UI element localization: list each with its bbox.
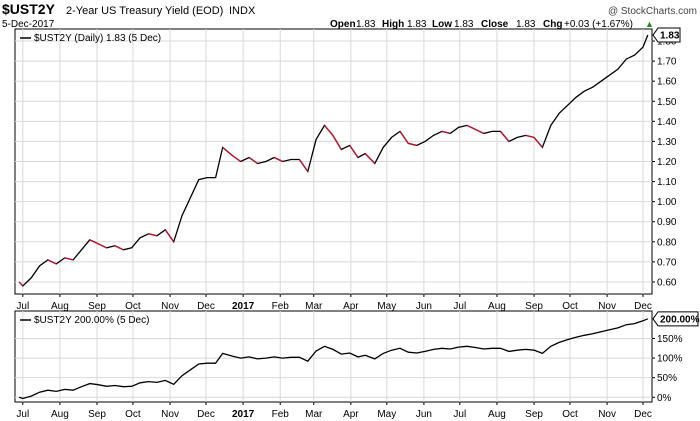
x-tick-label: Oct [562, 301, 578, 312]
y-tick-label: 1.20 [657, 157, 677, 168]
y-tick-label: 0% [657, 393, 672, 404]
price-line-down-segments [18, 124, 543, 287]
x-tick-label: Dec [634, 301, 652, 312]
open-label: Open [330, 19, 356, 30]
x-tick-label: Mar [305, 301, 323, 312]
y-tick-label: 1.40 [657, 117, 677, 128]
y-tick-label: 150% [657, 334, 683, 345]
x-tick-label: Feb [272, 409, 290, 420]
chart-date: 5-Dec-2017 [2, 19, 55, 30]
y-tick-label: 0.70 [657, 257, 677, 268]
percent-y-axis: 0% 50% 100% 150% [652, 334, 683, 404]
chg-label: Chg [543, 19, 562, 30]
x-tick-label: Jul [16, 301, 29, 312]
x-tick-label: Apr [343, 409, 359, 420]
x-tick-label: Oct [562, 409, 578, 420]
x-tick-label: Sep [525, 301, 543, 312]
chart-symbol: $UST2Y [2, 1, 56, 17]
x-tick-label: Sep [88, 301, 106, 312]
percent-legend-label: $UST2Y 200.00% (5 Dec) [34, 315, 149, 326]
percent-line [18, 318, 649, 400]
percent-last-value-tag: 200.00% [652, 311, 700, 327]
y-tick-label: 1.60 [657, 77, 677, 88]
percent-panel-grid [15, 311, 652, 402]
x-tick-label: Aug [488, 301, 506, 312]
price-y-axis: 0.60 0.70 0.80 0.90 1.00 1.10 1.20 1.30 1.40 1.50… [652, 37, 677, 288]
close-value: 1.83 [516, 19, 536, 30]
price-last-value-tag-label: 1.83 [660, 31, 680, 42]
x-tick-label: Nov [598, 409, 616, 420]
x-tick-label: 2017 [232, 301, 255, 312]
chart-watermark: @ StockCharts.com [608, 6, 697, 17]
close-label: Close [481, 19, 509, 30]
open-value: 1.83 [356, 19, 376, 30]
x-tick-label: Dec [197, 301, 215, 312]
x-tick-label: Dec [197, 409, 215, 420]
x-tick-label: Jun [416, 409, 432, 420]
x-tick-label: Oct [125, 301, 141, 312]
percent-panel: 0% 50% 100% 150% $UST2Y 200.00% (5 Dec) 200… [14, 310, 700, 404]
x-tick-label: May [377, 409, 396, 420]
price-x-axis: Jul Aug Sep Oct Nov Dec 2017 Feb Mar Apr May Jun Jul… [16, 294, 652, 312]
x-tick-label: Jul [16, 409, 29, 420]
high-value: 1.83 [407, 19, 427, 30]
x-tick-label: Oct [125, 409, 141, 420]
y-tick-label: 0.80 [657, 237, 677, 248]
price-legend-label: $UST2Y (Daily) 1.83 (5 Dec) [34, 33, 161, 44]
y-tick-label: 50% [657, 373, 677, 384]
x-tick-label: 2017 [232, 409, 255, 420]
y-tick-label: 1.70 [657, 57, 677, 68]
chg-up-arrow-icon: ▲ [645, 19, 654, 29]
low-value: 1.83 [454, 19, 474, 30]
x-tick-label: May [377, 301, 396, 312]
chg-value: +0.03 (+1.67%) [564, 19, 633, 30]
quote-bar: Open 1.83 High 1.83 Low 1.83 Close 1.83 … [330, 19, 654, 30]
price-panel-grid [15, 29, 652, 294]
percent-legend: $UST2Y 200.00% (5 Dec) [20, 315, 149, 326]
x-tick-label: Mar [305, 409, 323, 420]
x-tick-label: Sep [88, 409, 106, 420]
y-tick-label: 100% [657, 354, 683, 365]
x-tick-label: Apr [343, 301, 359, 312]
y-tick-label: 1.10 [657, 177, 677, 188]
percent-last-value-tag-shape [652, 311, 699, 327]
x-tick-label: Aug [488, 409, 506, 420]
x-tick-label: Jun [416, 301, 432, 312]
x-tick-label: Aug [51, 301, 69, 312]
x-tick-label: Aug [51, 409, 69, 420]
y-tick-label: 0.60 [657, 277, 677, 288]
y-tick-label: 0.90 [657, 217, 677, 228]
price-panel: 0.60 0.70 0.80 0.90 1.00 1.10 1.20 1.30 1.40 1.50… [14, 27, 681, 295]
x-tick-label: Nov [161, 409, 179, 420]
chart-exchange: INDX [229, 5, 256, 17]
price-legend: $UST2Y (Daily) 1.83 (5 Dec) [20, 33, 161, 44]
y-tick-label: 1.30 [657, 137, 677, 148]
price-last-value-tag: 1.83 [652, 27, 681, 43]
x-tick-label: Jul [453, 301, 466, 312]
x-tick-label: Sep [525, 409, 543, 420]
percent-x-axis: Jul Aug Sep Oct Nov Dec 2017 Feb Mar Apr May Jun Jul… [16, 402, 652, 420]
y-tick-label: 1.50 [657, 97, 677, 108]
x-tick-label: Nov [161, 301, 179, 312]
x-tick-label: Nov [598, 301, 616, 312]
chart-description: 2-Year US Treasury Yield (EOD) [66, 5, 223, 17]
y-tick-label: 1.00 [657, 197, 677, 208]
high-label: High [382, 19, 404, 30]
x-tick-label: Feb [272, 301, 290, 312]
low-label: Low [432, 19, 452, 30]
percent-last-value-tag-label: 200.00% [660, 314, 700, 325]
x-tick-label: Dec [634, 409, 652, 420]
x-tick-label: Jul [453, 409, 466, 420]
price-last-value-tag-shape [652, 27, 681, 43]
